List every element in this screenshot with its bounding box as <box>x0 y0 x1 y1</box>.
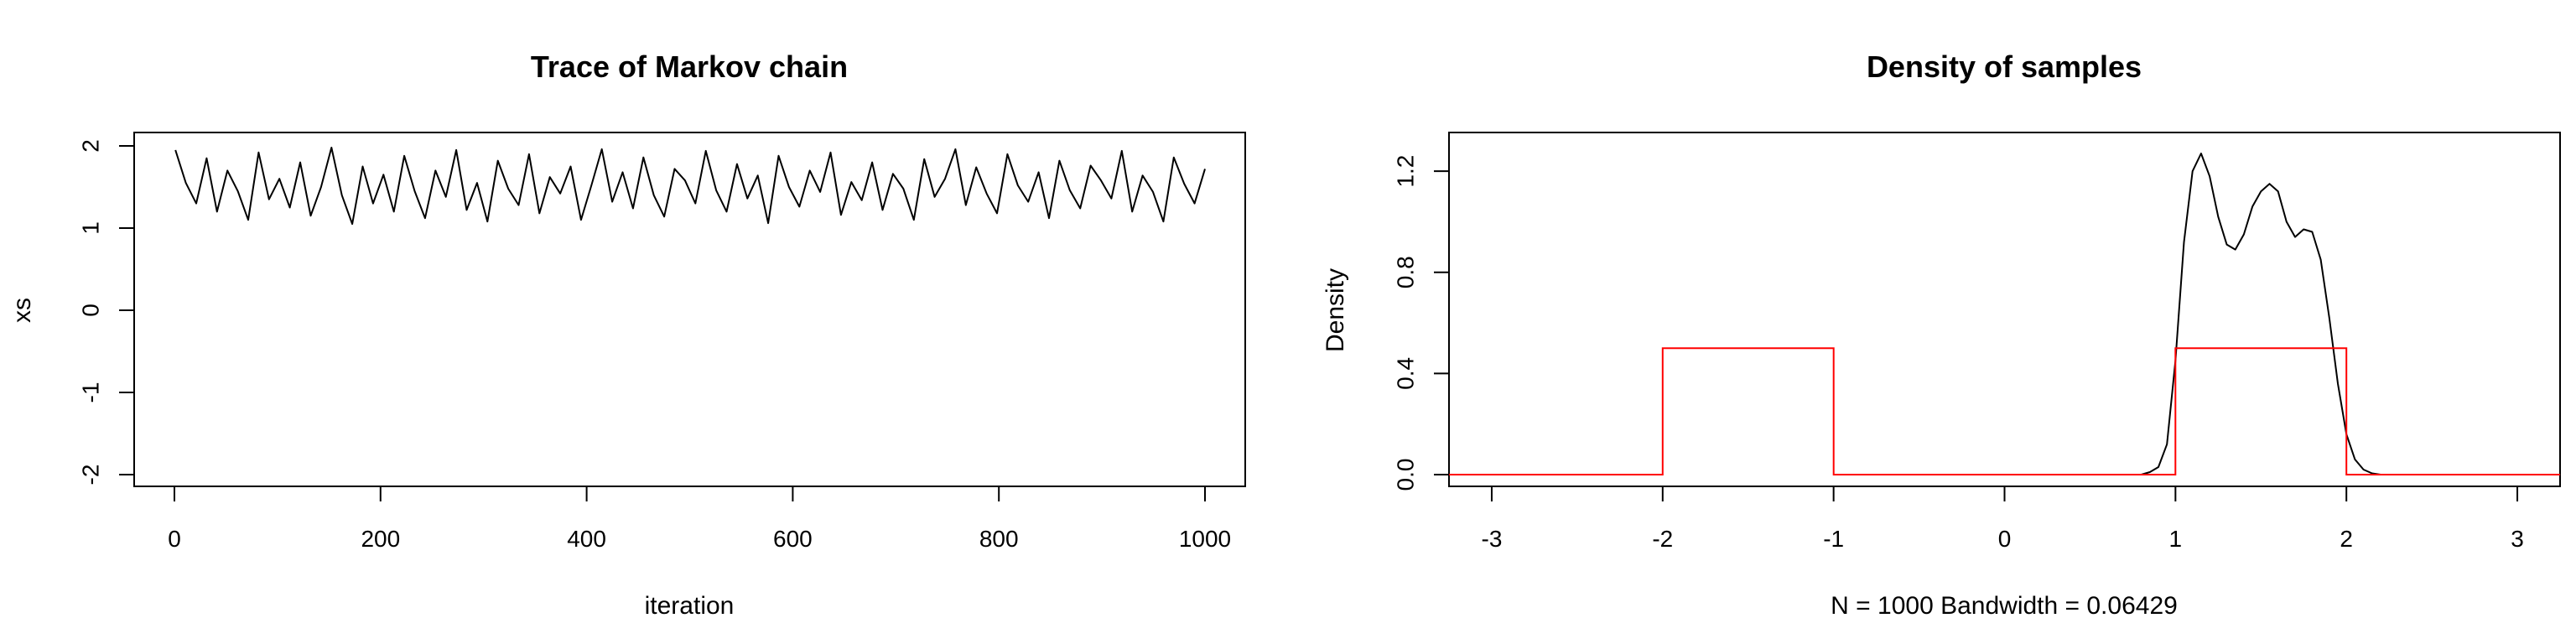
density-target-step-line <box>1449 347 2560 475</box>
trace-y-tick-label: 2 <box>77 139 103 153</box>
trace-y-axis: -2 -1 0 1 2 <box>77 139 135 486</box>
density-panel: Density of samples -3 -2 -1 0 1 2 3 0.0 0.4 0.8 1… <box>1322 49 2561 620</box>
trace-title: Trace of Markov chain <box>531 49 848 84</box>
trace-series-group <box>174 147 1206 226</box>
trace-plot-frame <box>133 132 1246 487</box>
trace-y-tick-label: 1 <box>77 221 103 235</box>
density-y-tick-label: 0.8 <box>1392 256 1418 288</box>
density-title: Density of samples <box>1867 49 2142 84</box>
density-x-tick-label: 0 <box>1998 526 2012 552</box>
trace-y-tick-label: -1 <box>77 382 103 403</box>
density-y-tick-label: 0.4 <box>1392 357 1418 390</box>
trace-y-tick-label: -2 <box>77 465 103 486</box>
trace-x-tick-label: 800 <box>979 526 1019 552</box>
density-y-axis: 0.0 0.4 0.8 1.2 <box>1392 155 1450 491</box>
trace-y-tick-label: 0 <box>77 304 103 317</box>
density-x-tick-label: 3 <box>2511 526 2524 552</box>
density-plot-frame <box>1448 132 2561 487</box>
trace-panel: Trace of Markov chain 0 200 400 600 800 1000 … <box>8 49 1246 620</box>
trace-x-tick-label: 400 <box>567 526 606 552</box>
trace-x-axis: 0 200 400 600 800 1000 <box>168 486 1231 552</box>
density-kde-line <box>2141 153 2381 475</box>
density-x-tick-label: -1 <box>1823 526 1844 552</box>
trace-x-tick-label: 0 <box>168 526 181 552</box>
density-series-group <box>1449 153 2560 475</box>
density-x-tick-label: -2 <box>1652 526 1673 552</box>
trace-x-tick-label: 200 <box>361 526 400 552</box>
density-x-axis: -3 -2 -1 0 1 2 3 <box>1482 486 2524 552</box>
trace-series-line <box>174 147 1206 226</box>
density-y-tick-label: 0.0 <box>1392 459 1418 491</box>
density-x-tick-label: 1 <box>2169 526 2183 552</box>
trace-x-tick-label: 600 <box>773 526 813 552</box>
density-x-axis-label: N = 1000 Bandwidth = 0.06429 <box>1831 592 2178 620</box>
density-y-tick-label: 1.2 <box>1392 155 1418 188</box>
density-y-axis-label: Density <box>1322 268 1349 352</box>
trace-x-tick-label: 1000 <box>1179 526 1231 552</box>
density-x-tick-label: 2 <box>2340 526 2353 552</box>
density-x-tick-label: -3 <box>1482 526 1503 552</box>
trace-y-axis-label: xs <box>8 298 36 323</box>
trace-x-axis-label: iteration <box>645 592 735 620</box>
